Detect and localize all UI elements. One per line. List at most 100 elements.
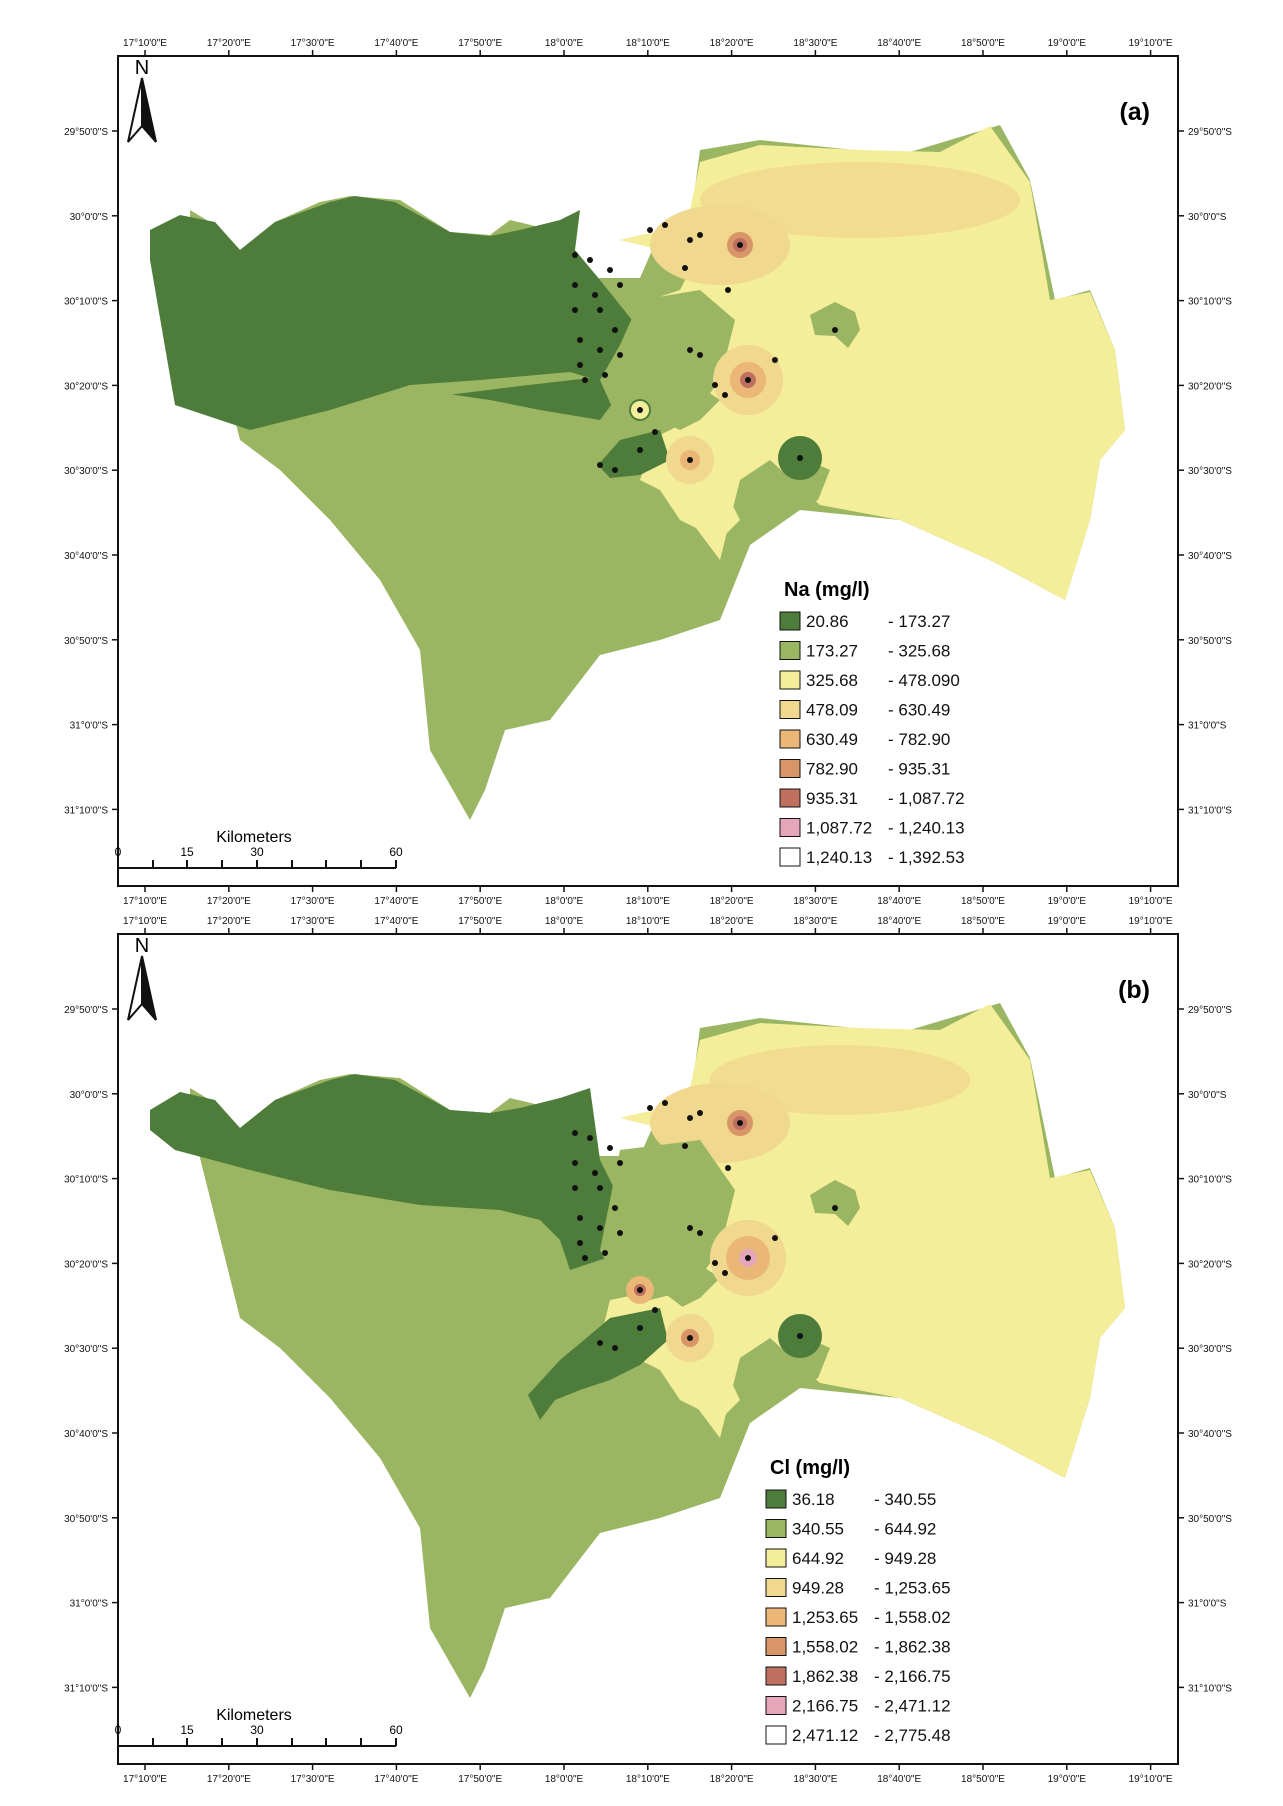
zone-orange-band-b: [710, 1045, 970, 1115]
sample-point: [617, 1160, 623, 1166]
zone-green-hill-east-b: [810, 1180, 860, 1226]
legend-swatch: [779, 788, 801, 808]
legend-low: 2,166.75: [792, 1697, 858, 1716]
lon-tick-label: 18°10'0"E: [626, 896, 670, 907]
lon-tick-label: 18°0'0"E: [545, 916, 584, 927]
sample-point: [637, 1287, 643, 1293]
lat-tick-label: 30°50'0"S: [1188, 636, 1232, 647]
legend-swatch: [779, 818, 801, 837]
sample-point: [687, 237, 693, 243]
lon-tick-label: 18°40'0"E: [877, 896, 921, 907]
lat-tick-label: 31°10'0"S: [1188, 805, 1232, 816]
legend-low: 1,862.38: [792, 1667, 858, 1686]
sample-point: [647, 1105, 653, 1111]
lat-tick-label: 30°30'0"S: [64, 466, 108, 477]
sample-point: [572, 307, 578, 313]
legend-high: - 1,392.53: [888, 848, 965, 867]
lon-ticks-top-b: 17°10'0"E 17°20'0"E 17°30'0"E 17°40'0"E 17°5…: [123, 916, 1173, 934]
sample-point: [572, 1185, 578, 1191]
legend-a: Na (mg/l) 20.86 - 173.27 173.27 - 325.68 325…: [779, 579, 965, 867]
sample-point: [772, 1235, 778, 1241]
sample-point: [617, 352, 623, 358]
zone-orange-band-a: [700, 162, 1020, 238]
legend-swatch: [765, 1519, 787, 1538]
north-arrow-icon-a: N: [127, 57, 157, 143]
scale-tick: 15: [180, 1723, 194, 1737]
legend-item: 340.55 - 644.92: [765, 1519, 936, 1539]
lat-tick-label: 31°0'0"S: [1188, 1599, 1227, 1610]
legend-low: 340.55: [792, 1520, 844, 1539]
lat-tick-label: 30°0'0"S: [1188, 212, 1227, 223]
sample-point: [612, 1345, 618, 1351]
lon-tick-label: 18°20'0"E: [710, 38, 754, 49]
sample-point: [612, 467, 618, 473]
lat-tick-label: 30°40'0"S: [1188, 551, 1232, 562]
legend-high: - 630.49: [888, 701, 950, 720]
sample-point: [592, 1170, 598, 1176]
legend-low: 325.68: [806, 671, 858, 690]
legend-item: 325.68 - 478.090: [779, 670, 960, 690]
panel-label-b: (b): [1118, 976, 1150, 1004]
legend-low: 1,253.65: [792, 1608, 858, 1627]
legend-item: 20.86 - 173.27: [779, 611, 950, 631]
legend-low: 949.28: [792, 1579, 844, 1598]
lat-tick-label: 30°40'0"S: [1188, 1429, 1232, 1440]
sample-point: [725, 1165, 731, 1171]
lon-tick-label: 17°10'0"E: [123, 916, 167, 927]
sample-point: [637, 447, 643, 453]
legend-low: 630.49: [806, 730, 858, 749]
sample-point: [682, 1143, 688, 1149]
sample-point: [832, 327, 838, 333]
lat-tick-label: 30°10'0"S: [1188, 1175, 1232, 1186]
lat-tick-label: 30°20'0"S: [64, 381, 108, 392]
lon-tick-label: 17°50'0"E: [458, 916, 502, 927]
sample-point: [597, 1185, 603, 1191]
lat-tick-label: 30°30'0"S: [1188, 466, 1232, 477]
legend-item: 2,166.75 - 2,471.12: [765, 1696, 951, 1716]
sample-point: [572, 252, 578, 258]
legend-swatch: [765, 1548, 787, 1568]
legend-high: - 173.27: [888, 612, 950, 631]
map-panel-b: 17°10'0"E 17°20'0"E 17°30'0"E 17°40'0"E 17°5…: [64, 916, 1232, 1785]
legend-item: 949.28 - 1,253.65: [765, 1578, 951, 1598]
sample-point: [637, 407, 643, 413]
legend-high: - 644.92: [874, 1520, 936, 1539]
legend-swatch: [779, 670, 801, 690]
legend-low: 20.86: [806, 612, 849, 631]
legend-swatch: [765, 1578, 787, 1597]
legend-low: 36.18: [792, 1490, 835, 1509]
lat-ticks-right-b: 29°50'0"S 30°0'0"S 30°10'0"S 30°20'0"S 30°30…: [1178, 1005, 1232, 1694]
lon-tick-label: 17°20'0"E: [207, 1774, 251, 1785]
scale-bar-units: Kilometers: [216, 829, 292, 846]
lon-tick-label: 18°40'0"E: [877, 38, 921, 49]
lat-tick-label: 31°10'0"S: [64, 805, 108, 816]
legend-title: Cl (mg/l): [770, 1457, 850, 1479]
lat-ticks-left-a: 29°50'0"S 30°0'0"S 30°10'0"S 30°20'0"S 30°30…: [64, 127, 118, 816]
sample-point: [597, 347, 603, 353]
sample-point: [745, 1255, 751, 1261]
zone-green-mid-b: [600, 1140, 735, 1300]
sample-point: [712, 382, 718, 388]
legend-low: 173.27: [806, 642, 858, 661]
lon-tick-label: 18°50'0"E: [961, 896, 1005, 907]
lon-tick-label: 19°10'0"E: [1129, 916, 1173, 927]
sample-point: [722, 392, 728, 398]
sample-point: [612, 327, 618, 333]
legend-low: 2,471.12: [792, 1726, 858, 1745]
sample-point: [572, 1160, 578, 1166]
zone-green-south-b: [528, 1308, 668, 1420]
sample-point: [682, 265, 688, 271]
sample-point: [577, 362, 583, 368]
sample-point: [712, 1260, 718, 1266]
lat-tick-label: 30°10'0"S: [1188, 297, 1232, 308]
zone-green-dark-west-b: [150, 1074, 640, 1270]
sample-point: [602, 372, 608, 378]
legend-item: 644.92 - 949.28: [765, 1548, 936, 1568]
lon-tick-label: 17°10'0"E: [123, 38, 167, 49]
lon-tick-label: 18°50'0"E: [961, 1774, 1005, 1785]
north-arrow-icon-b: N: [127, 935, 157, 1021]
lat-tick-label: 29°50'0"S: [1188, 1005, 1232, 1016]
legend-title: Na (mg/l): [784, 579, 870, 601]
sample-point: [577, 1215, 583, 1221]
legend-item: 782.90 - 935.31: [779, 759, 950, 779]
